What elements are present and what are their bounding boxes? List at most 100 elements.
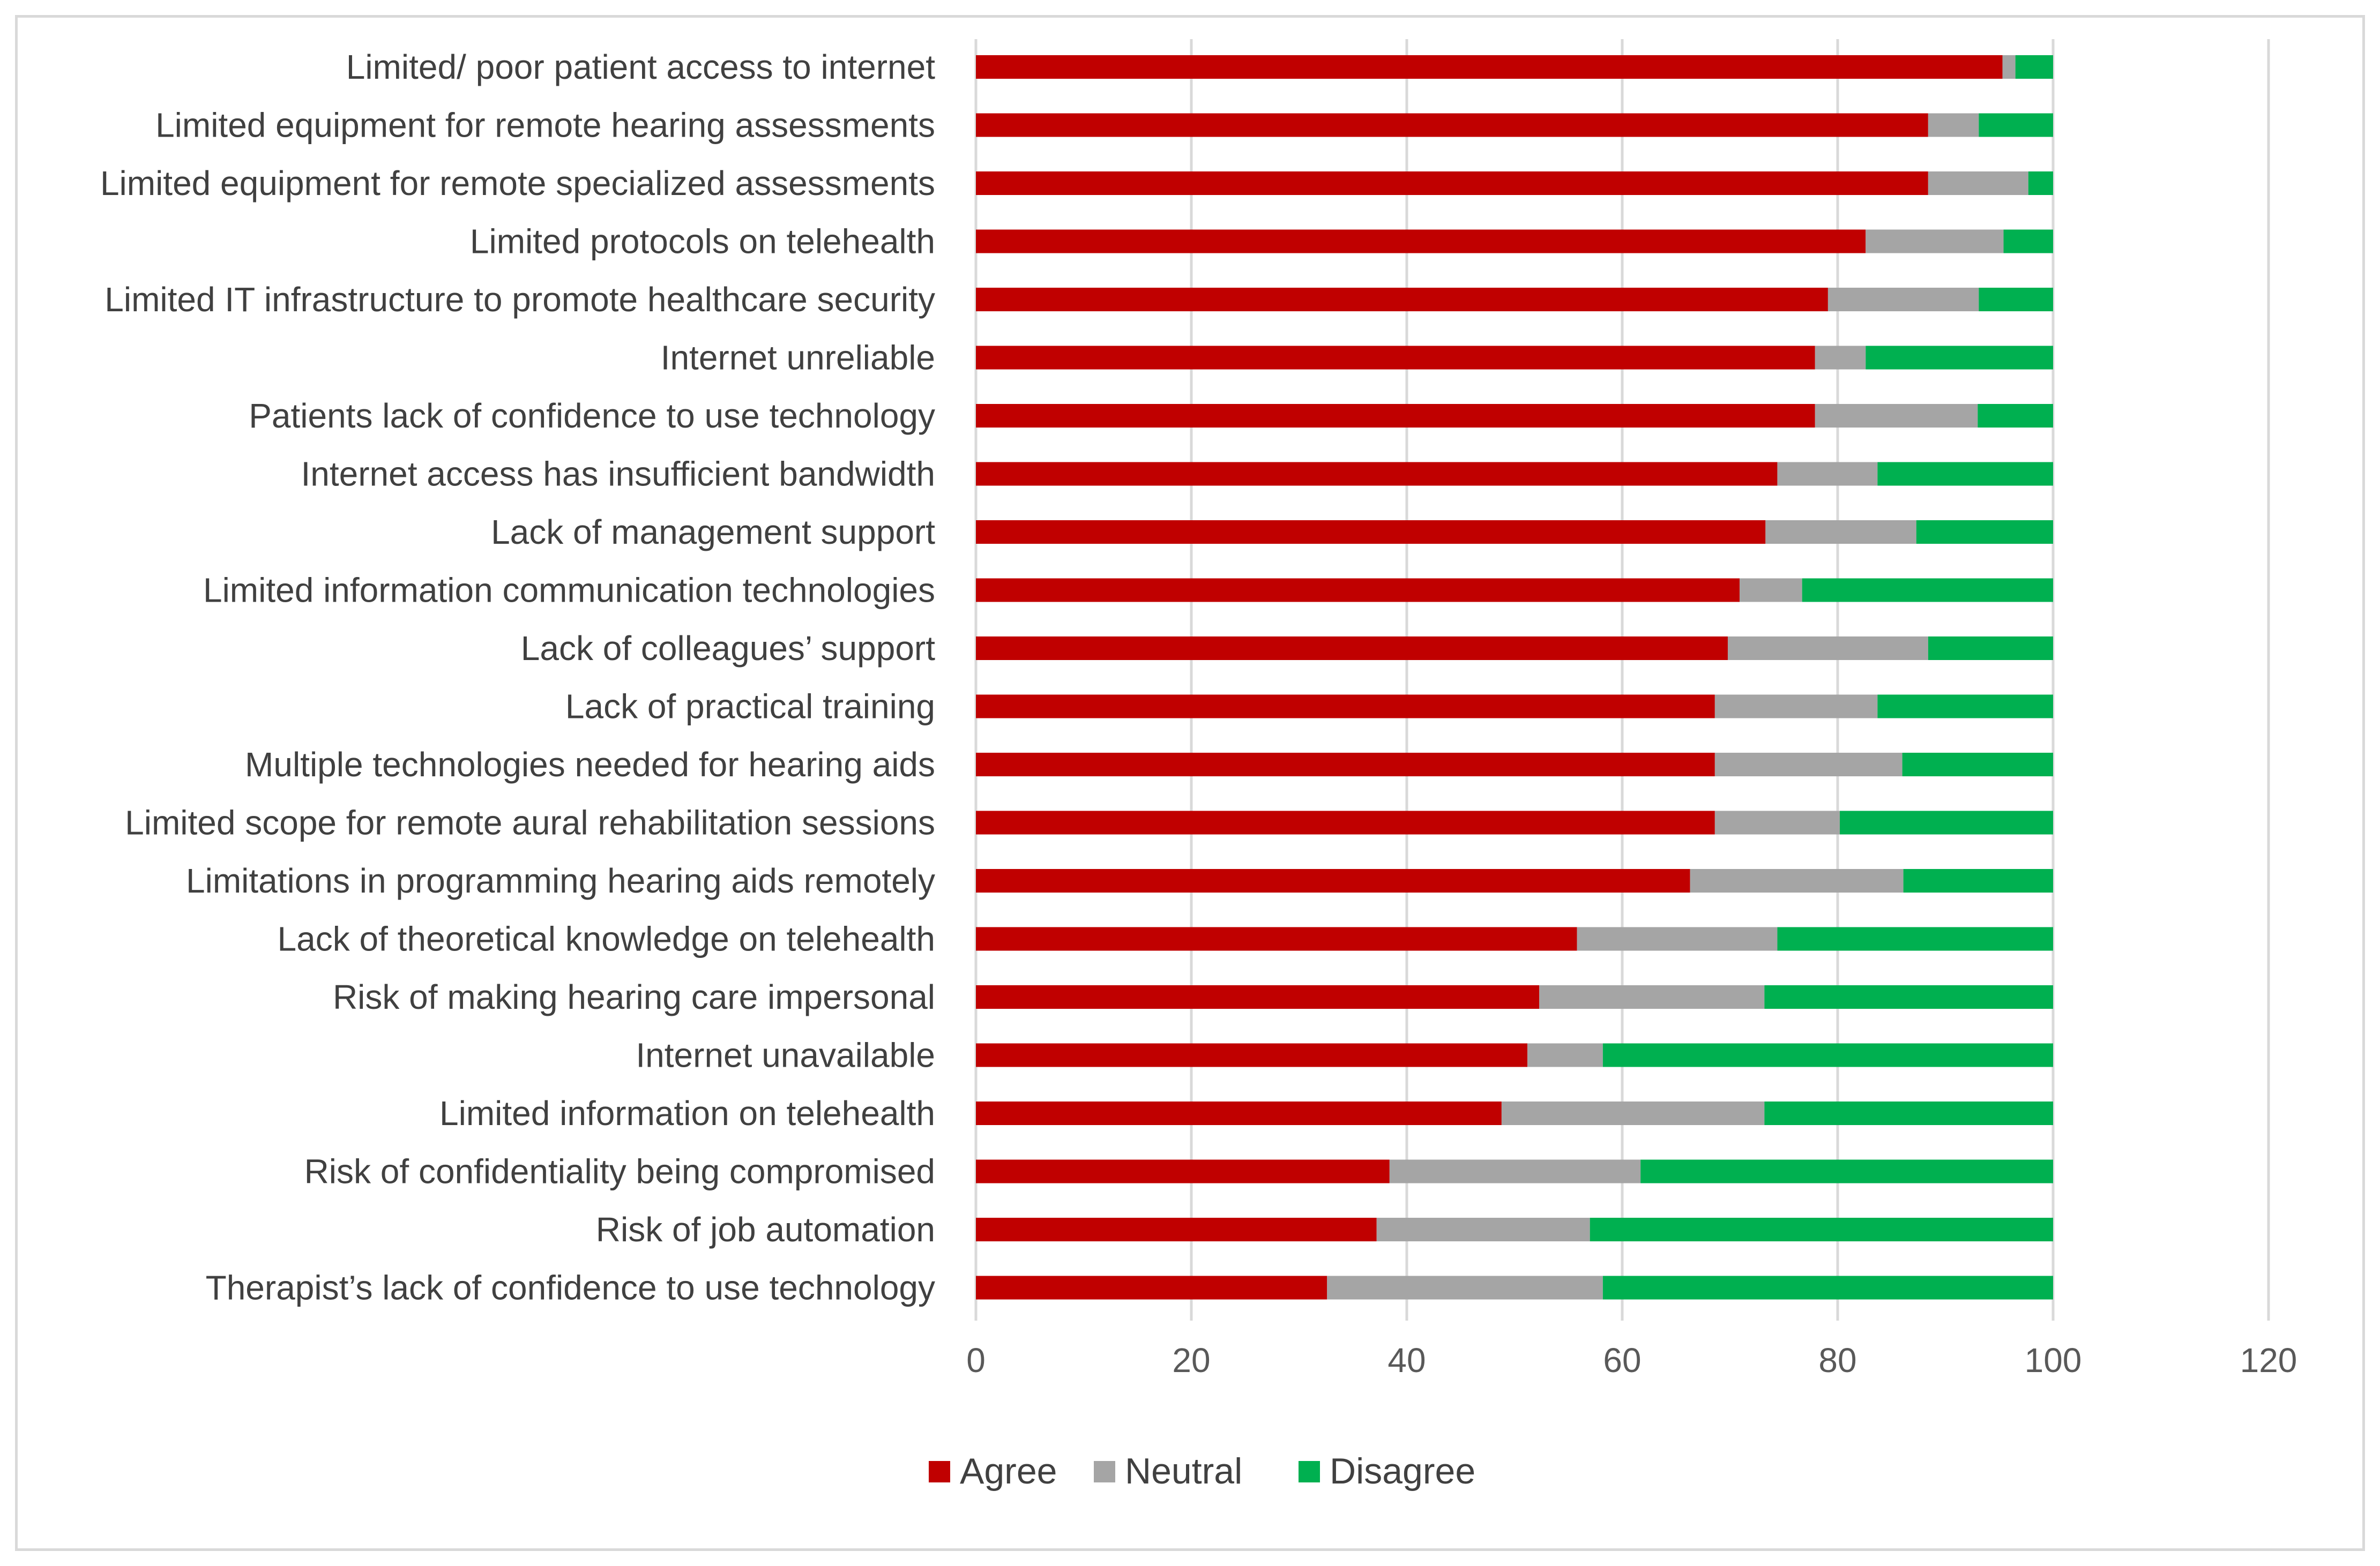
bar-agree-3 [976, 229, 1866, 253]
category-label: Limited information on telehealth [439, 1094, 935, 1133]
bar-agree-1 [976, 113, 1928, 137]
category-label: Limited equipment for remote hearing ass… [155, 106, 935, 145]
bar-neutral-2 [1928, 171, 2028, 195]
bar-agree-5 [976, 346, 1815, 370]
category-label: Limited IT infrastructure to promote hea… [105, 280, 935, 319]
bar-neutral-3 [1866, 229, 2004, 253]
bar-agree-17 [976, 1043, 1528, 1067]
legend-swatch-neutral [1094, 1461, 1115, 1482]
bar-agree-13 [976, 811, 1715, 835]
bar-neutral-17 [1527, 1043, 1603, 1067]
bar-neutral-9 [1740, 578, 1802, 602]
category-label: Therapist’s lack of confidence to use te… [206, 1269, 935, 1307]
bar-disagree-18 [1764, 1102, 2053, 1125]
category-label: Internet unavailable [636, 1036, 935, 1075]
bar-agree-4 [976, 288, 1828, 311]
bar-neutral-16 [1539, 985, 1765, 1009]
category-label: Limitations in programming hearing aids … [186, 861, 935, 900]
legend-label-agree: Agree [960, 1451, 1057, 1492]
category-label: Internet access has insufficient bandwid… [301, 455, 935, 493]
category-label: Limited/ poor patient access to internet [346, 48, 936, 86]
category-label: Limited protocols on telehealth [470, 222, 935, 261]
legend-label-disagree: Disagree [1330, 1451, 1475, 1492]
bar-neutral-10 [1727, 636, 1928, 660]
category-label: Multiple technologies needed for hearing… [245, 745, 935, 784]
bar-neutral-18 [1501, 1102, 1765, 1125]
category-label: Limited information communication techno… [203, 571, 935, 610]
bar-disagree-7 [1877, 462, 2053, 486]
bar-agree-21 [976, 1276, 1327, 1300]
bar-disagree-4 [1979, 288, 2053, 311]
bar-agree-7 [976, 462, 1778, 486]
category-label: Limited equipment for remote specialized… [100, 164, 935, 203]
bar-disagree-15 [1777, 927, 2053, 951]
bar-disagree-14 [1903, 869, 2053, 893]
bar-neutral-20 [1376, 1218, 1590, 1241]
bar-agree-9 [976, 578, 1740, 602]
category-label: Risk of making hearing care impersonal [333, 978, 935, 1016]
bar-disagree-3 [2003, 229, 2053, 253]
category-label: Patients lack of confidence to use techn… [249, 396, 935, 435]
legend-swatch-disagree [1299, 1461, 1320, 1482]
chart-frame: Limited/ poor patient access to internet… [15, 15, 2365, 1551]
legend-item-agree: Agree [929, 1451, 1057, 1492]
bar-disagree-8 [1916, 520, 2053, 544]
legend-label-neutral: Neutral [1125, 1451, 1242, 1492]
bar-agree-12 [976, 753, 1715, 776]
category-label: Limited scope for remote aural rehabilit… [125, 804, 935, 842]
bar-agree-10 [976, 636, 1728, 660]
x-tick-label: 20 [1172, 1341, 1210, 1380]
bar-neutral-4 [1827, 288, 1979, 311]
bar-neutral-8 [1765, 520, 1916, 544]
bar-disagree-20 [1590, 1218, 2053, 1241]
bar-disagree-6 [1978, 404, 2053, 428]
bar-disagree-17 [1602, 1043, 2053, 1067]
bar-disagree-9 [1802, 578, 2053, 602]
x-tick-label: 0 [966, 1341, 986, 1380]
bar-disagree-5 [1866, 346, 2053, 370]
legend-item-disagree: Disagree [1299, 1451, 1475, 1492]
bar-neutral-7 [1777, 462, 1878, 486]
bar-disagree-0 [2015, 55, 2053, 79]
bar-agree-11 [976, 694, 1715, 718]
category-label: Lack of management support [491, 513, 935, 551]
legend: Agree Neutral Disagree [929, 1451, 1475, 1492]
bar-neutral-1 [1928, 113, 1979, 137]
bar-disagree-19 [1640, 1159, 2053, 1183]
bar-disagree-12 [1902, 753, 2053, 776]
x-tick-label: 80 [1818, 1341, 1856, 1380]
category-label: Lack of practical training [565, 687, 935, 726]
x-tick-label: 40 [1387, 1341, 1426, 1380]
bar-neutral-0 [2002, 55, 2016, 79]
bar-agree-8 [976, 520, 1766, 544]
bar-agree-18 [976, 1102, 1502, 1125]
chart-canvas: Limited/ poor patient access to internet… [100, 39, 2297, 1492]
legend-swatch-agree [929, 1461, 950, 1482]
bar-neutral-21 [1327, 1276, 1603, 1300]
bar-neutral-14 [1690, 869, 1904, 893]
category-label: Risk of confidentiality being compromise… [304, 1152, 935, 1191]
bar-agree-19 [976, 1159, 1390, 1183]
bars [976, 55, 2053, 1300]
bar-disagree-16 [1764, 985, 2053, 1009]
x-tick-label: 100 [2025, 1341, 2082, 1380]
bar-neutral-6 [1815, 404, 1978, 428]
bar-agree-6 [976, 404, 1815, 428]
bar-neutral-5 [1815, 346, 1866, 370]
bar-neutral-19 [1389, 1159, 1641, 1183]
bar-disagree-11 [1877, 694, 2053, 718]
category-label: Lack of theoretical knowledge on telehea… [278, 920, 936, 958]
bar-neutral-11 [1714, 694, 1878, 718]
category-labels: Limited/ poor patient access to internet… [100, 48, 935, 1307]
x-axis-tick-labels: 0 20 40 60 80 100 120 [966, 1341, 2297, 1380]
bar-agree-0 [976, 55, 2003, 79]
category-label: Risk of job automation [596, 1210, 935, 1249]
bar-disagree-13 [1840, 811, 2053, 835]
bar-disagree-10 [1928, 636, 2053, 660]
bar-neutral-15 [1577, 927, 1778, 951]
bar-agree-14 [976, 869, 1690, 893]
bar-agree-16 [976, 985, 1540, 1009]
bar-neutral-12 [1714, 753, 1902, 776]
category-label: Lack of colleagues’ support [521, 629, 935, 668]
x-tick-label: 60 [1603, 1341, 1641, 1380]
